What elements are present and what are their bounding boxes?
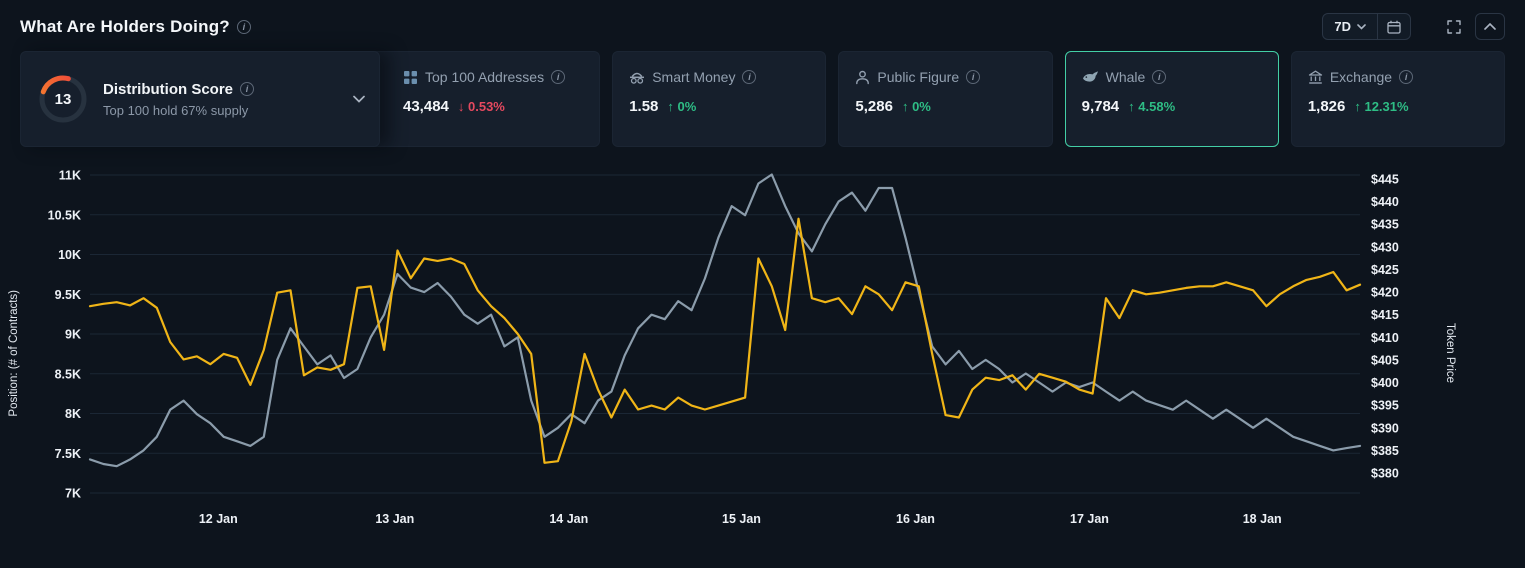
distribution-score-value: 13: [54, 90, 72, 108]
svg-text:8.5K: 8.5K: [55, 367, 81, 381]
svg-text:9.5K: 9.5K: [55, 288, 81, 302]
chevron-up-icon: [1484, 23, 1496, 30]
info-icon[interactable]: i: [551, 70, 566, 84]
holders-chart-svg[interactable]: 7K 7.5K 8K 8.5K 9K 9.5K 10K 10.5K 11K $380 $385 $39…: [20, 163, 1444, 543]
collapse-button[interactable]: [1475, 13, 1505, 40]
left-axis-title: Position: (# of Contracts): [8, 289, 20, 417]
info-icon[interactable]: i: [1152, 70, 1167, 84]
info-icon[interactable]: i: [742, 70, 757, 84]
distribution-score-card[interactable]: 13 Distribution Score i Top 100 hold 67%…: [20, 51, 380, 147]
svg-text:$400: $400: [1371, 376, 1399, 390]
card-public-figure[interactable]: Public Figure i 5,286 ↑ 0%: [838, 51, 1053, 147]
bank-icon: [1308, 70, 1323, 85]
svg-text:15 Jan: 15 Jan: [722, 512, 761, 526]
chart-header: What Are Holders Doing? i 7D: [0, 0, 1525, 49]
chevron-down-icon[interactable]: [353, 90, 365, 108]
svg-text:$425: $425: [1371, 263, 1399, 277]
svg-text:$410: $410: [1371, 331, 1399, 345]
card-change: ↑ 4.58%: [1128, 99, 1176, 114]
card-title: Whale: [1105, 69, 1146, 85]
smart-money-incognito-icon: [629, 70, 645, 85]
distribution-score-gauge: 13: [37, 73, 89, 125]
right-axis-title: Token Price: [1444, 322, 1456, 384]
svg-text:14 Jan: 14 Jan: [549, 512, 588, 526]
page-title: What Are Holders Doing?: [20, 16, 230, 36]
svg-text:16 Jan: 16 Jan: [896, 512, 935, 526]
calendar-icon: [1387, 20, 1401, 34]
svg-text:$405: $405: [1371, 353, 1399, 367]
svg-text:11K: 11K: [59, 169, 81, 183]
card-value: 43,484: [403, 98, 449, 115]
fullscreen-icon: [1447, 19, 1461, 34]
svg-text:$380: $380: [1371, 467, 1399, 481]
card-value: 1,826: [1307, 98, 1346, 115]
timeframe-group: 7D: [1322, 13, 1411, 40]
card-value: 5,286: [855, 98, 893, 115]
svg-text:7K: 7K: [65, 487, 81, 501]
card-change: ↑ 0%: [901, 99, 931, 114]
card-top-100-addresses[interactable]: Top 100 Addresses i 43,484 ↓ 0.53%: [344, 51, 601, 147]
card-title: Public Figure: [877, 69, 960, 85]
card-whale[interactable]: Whale i 9,784 ↑ 4.58%: [1064, 51, 1279, 147]
header-controls: 7D: [1322, 13, 1505, 40]
svg-text:7.5K: 7.5K: [55, 447, 81, 461]
holders-chart: Position: (# of Contracts) 7K 7.5K 8K 8.5K 9…: [0, 163, 1525, 543]
whale-icon: [1082, 70, 1099, 84]
info-icon[interactable]: i: [966, 70, 981, 84]
fullscreen-button[interactable]: [1439, 13, 1469, 40]
svg-text:$420: $420: [1371, 286, 1399, 300]
addresses-grid-icon: [403, 70, 418, 85]
card-change: ↓ 0.53%: [457, 99, 505, 114]
svg-text:$415: $415: [1371, 308, 1399, 322]
chevron-down-icon: [1357, 23, 1366, 30]
holder-stat-cards: 13 Distribution Score i Top 100 hold 67%…: [0, 49, 1525, 147]
svg-text:$395: $395: [1371, 399, 1399, 413]
card-change: ↑ 12.31%: [1354, 99, 1409, 114]
svg-text:$435: $435: [1371, 218, 1399, 232]
card-title: Exchange: [1329, 69, 1393, 85]
svg-text:$385: $385: [1371, 444, 1399, 458]
svg-text:10.5K: 10.5K: [48, 208, 81, 222]
svg-text:$445: $445: [1371, 173, 1399, 187]
card-value: 9,784: [1081, 98, 1120, 115]
svg-text:9K: 9K: [65, 328, 81, 342]
card-value: 1.58: [629, 98, 659, 115]
info-icon[interactable]: i: [1399, 70, 1414, 84]
card-title: Smart Money: [652, 69, 736, 85]
svg-text:$440: $440: [1371, 195, 1399, 209]
timeframe-value: 7D: [1334, 19, 1351, 34]
card-change: ↑ 0%: [667, 99, 697, 114]
title-info-icon[interactable]: i: [236, 19, 251, 34]
distribution-score-title: Distribution Score: [103, 80, 234, 98]
card-smart-money[interactable]: Smart Money i 1.58 ↑ 0%: [612, 51, 827, 147]
person-icon: [855, 70, 870, 85]
info-icon[interactable]: i: [240, 82, 255, 96]
svg-text:18 Jan: 18 Jan: [1243, 512, 1282, 526]
card-title: Top 100 Addresses: [425, 69, 545, 85]
svg-text:12 Jan: 12 Jan: [199, 512, 238, 526]
distribution-score-text: Distribution Score i Top 100 hold 67% su…: [103, 80, 255, 118]
svg-text:13 Jan: 13 Jan: [375, 512, 414, 526]
svg-text:$390: $390: [1371, 421, 1399, 435]
timeframe-dropdown[interactable]: 7D: [1323, 14, 1377, 39]
card-exchange[interactable]: Exchange i 1,826 ↑ 12.31%: [1290, 51, 1506, 147]
svg-text:17 Jan: 17 Jan: [1070, 512, 1109, 526]
svg-text:10K: 10K: [58, 248, 81, 262]
svg-text:8K: 8K: [65, 407, 81, 421]
calendar-button[interactable]: [1377, 14, 1410, 39]
distribution-score-subtitle: Top 100 hold 67% supply: [103, 102, 249, 118]
svg-text:$430: $430: [1371, 240, 1399, 254]
